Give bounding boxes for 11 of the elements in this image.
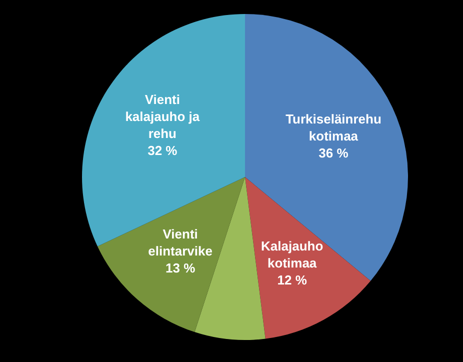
pie-slice	[245, 177, 371, 339]
pie-slice	[98, 177, 245, 332]
slice-label: Turkiseläinrehu kotimaa	[286, 110, 382, 143]
slice-label: Vienti elintarvike	[148, 226, 212, 258]
data-label: 12 %	[277, 272, 308, 288]
data-label: 32 %	[148, 142, 178, 158]
data-label: 36 %	[318, 144, 349, 160]
slice-label: Vienti kalajauho ja rehu	[125, 92, 200, 141]
slice-label: Kalajauho kotimaa	[261, 238, 324, 270]
data-label: 13 %	[166, 260, 196, 275]
pie-slice	[82, 14, 245, 246]
